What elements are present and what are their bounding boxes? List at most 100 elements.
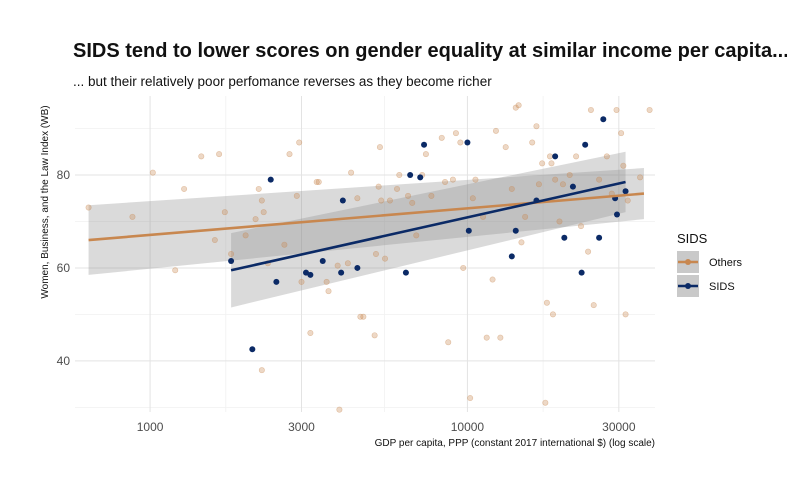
others-point [129,213,136,220]
legend-title: SIDS [677,231,708,246]
confidence-band [231,151,626,308]
others-point [556,218,563,225]
others-point [445,339,452,346]
others-point [578,223,585,230]
others-point [307,329,314,336]
others-point [422,151,429,158]
others-point [198,153,205,160]
others-point [542,399,549,406]
others-point [472,176,479,183]
gridlines [75,96,655,412]
others-point [293,192,300,199]
others-point [372,251,379,258]
others-point [323,278,330,285]
others-point [502,144,509,151]
others-point [457,139,464,146]
confidence-bands [88,151,644,308]
sids-point [267,176,274,183]
others-point [396,172,403,179]
others-point [221,209,228,216]
others-point [512,104,519,111]
others-point [296,139,303,146]
others-point [378,197,385,204]
others-point [371,332,378,339]
others-point [428,192,435,199]
others-point [242,232,249,239]
others-point [548,160,555,167]
others-point [313,178,320,185]
sids-point [273,278,280,285]
others-point [492,127,499,134]
others-point [603,153,610,160]
others-point [559,181,566,188]
others-point [637,174,644,181]
others-point [522,213,529,220]
chart-subtitle: ... but their relatively poor perfomance… [73,74,492,89]
sids-point [402,269,409,276]
sids-point [552,153,559,160]
sids-point [407,172,414,178]
sids-point [622,188,629,195]
others-point [624,197,631,204]
sids-point [465,227,472,234]
others-point [515,102,522,109]
others-point [613,106,620,113]
others-point [469,195,476,202]
others-point [539,160,546,167]
others-point [357,313,364,320]
others-point [360,313,367,320]
others-point [590,302,597,309]
others-point [413,232,420,239]
others-point [546,153,553,160]
sids-point [307,271,314,278]
y-tick-label: 60 [57,261,71,275]
sids-point [613,211,620,218]
fit-lines [88,180,645,272]
others-point [354,195,361,202]
others-point [172,267,179,274]
sids-point [228,257,235,264]
sids-point [600,116,607,123]
others-point [618,130,625,137]
x-tick-label: 3000 [288,420,315,434]
sids-point [417,174,424,181]
chart-title: SIDS tend to lower scores on gender equa… [73,40,787,62]
others-point [348,169,355,176]
x-tick-label: 10000 [451,420,485,434]
sids-point [249,346,256,353]
others-point [467,395,474,402]
others-point [596,176,603,183]
others-point [405,192,412,199]
others-point [620,162,627,169]
others-point [518,239,525,246]
others-point [585,248,592,255]
others-point [252,216,259,223]
others-fit-line [88,192,645,242]
others-point [181,185,188,192]
sids-point [464,139,471,146]
legend-key-point [685,283,691,289]
others-point [533,123,540,130]
others-point [622,311,629,318]
others-point [375,183,382,190]
sids-point [339,197,346,204]
others-point [281,241,288,248]
others-point [449,176,456,183]
legend-key-point [685,259,691,265]
sids-point [508,253,515,260]
others-point [211,237,218,244]
others-point [460,264,467,271]
others-point [228,251,235,258]
confidence-band [88,168,644,275]
others-point [549,311,556,318]
others-point [258,367,265,374]
others-point [255,185,262,192]
others-point [260,209,267,216]
others-point [409,199,416,206]
others-point [325,288,332,295]
sids-point [338,269,345,276]
others-point [573,153,580,160]
sids-point [582,141,589,148]
